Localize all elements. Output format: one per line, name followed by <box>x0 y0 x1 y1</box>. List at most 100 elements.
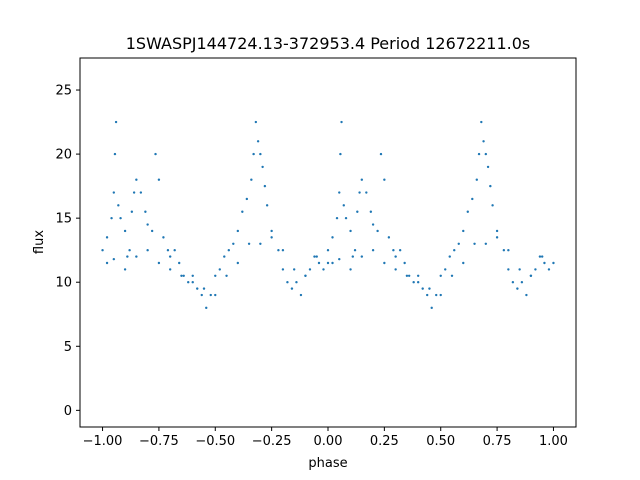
data-point <box>187 281 190 284</box>
data-point <box>444 268 447 271</box>
data-point <box>326 261 330 265</box>
data-point <box>256 140 260 143</box>
data-point <box>516 287 519 290</box>
x-axis-ticks: −1.00 −0.75 −0.50 −0.25 0.00 0.25 0.50 0.75 1.00 <box>83 427 568 449</box>
data-point <box>146 223 149 226</box>
data-point <box>486 165 490 169</box>
data-point <box>495 236 499 239</box>
data-point <box>338 257 341 261</box>
data-point <box>379 152 383 156</box>
data-point <box>383 178 386 181</box>
data-point <box>227 248 230 252</box>
data-point <box>339 152 342 156</box>
x-tick-label: 0.00 <box>314 434 343 449</box>
data-point <box>507 248 510 252</box>
data-point <box>353 248 357 252</box>
data-point <box>304 274 307 278</box>
data-point <box>112 191 116 194</box>
data-point <box>218 268 221 271</box>
y-tick-label: 20 <box>55 148 72 163</box>
data-point <box>232 242 235 245</box>
data-point <box>112 257 116 261</box>
data-point <box>360 178 364 181</box>
data-point <box>394 255 397 258</box>
data-point <box>326 248 330 252</box>
data-point <box>335 216 339 220</box>
data-point <box>491 204 494 207</box>
y-tick-label: 10 <box>55 276 72 291</box>
data-point <box>371 248 375 252</box>
data-point <box>502 248 506 252</box>
data-point <box>315 255 318 258</box>
data-point <box>462 261 465 265</box>
data-point <box>394 268 397 271</box>
data-point <box>426 293 429 297</box>
data-point <box>299 293 303 297</box>
data-point <box>448 255 451 258</box>
data-point <box>495 229 499 233</box>
data-point <box>430 306 433 310</box>
data-point <box>358 191 361 194</box>
data-point <box>507 268 510 271</box>
data-point <box>270 229 273 233</box>
data-point <box>435 293 438 297</box>
x-tick-label: 0.25 <box>370 434 399 449</box>
data-point <box>214 274 217 278</box>
x-tick-label: −0.75 <box>139 434 179 449</box>
data-point <box>547 268 551 271</box>
data-point <box>263 184 267 188</box>
x-tick-label: −0.25 <box>252 434 292 449</box>
data-point <box>482 140 485 143</box>
data-point <box>387 236 391 239</box>
data-point <box>477 152 481 156</box>
data-point <box>342 204 345 207</box>
data-point <box>416 281 420 284</box>
data-point <box>338 191 341 194</box>
data-point <box>178 261 181 265</box>
x-tick-label: −0.50 <box>195 434 235 449</box>
data-point <box>344 216 348 220</box>
data-point <box>475 178 478 181</box>
data-point <box>182 274 185 278</box>
data-point <box>489 184 492 188</box>
data-point <box>270 236 273 239</box>
data-point <box>525 293 528 297</box>
data-point <box>281 268 285 271</box>
data-point <box>484 152 488 156</box>
data-point <box>308 268 312 271</box>
data-point <box>360 255 364 258</box>
data-point <box>261 165 264 169</box>
data-point <box>534 268 537 271</box>
y-axis-label: flux <box>32 230 47 254</box>
data-point <box>292 268 296 271</box>
data-point <box>371 223 375 226</box>
x-tick-label: 0.75 <box>483 434 512 449</box>
data-point <box>114 120 118 124</box>
data-point <box>331 236 334 239</box>
data-point <box>173 248 176 252</box>
y-tick-label: 15 <box>55 212 72 227</box>
data-point <box>252 152 255 156</box>
data-point <box>236 261 240 265</box>
data-point <box>480 120 483 124</box>
data-point <box>313 255 316 258</box>
data-point <box>439 274 442 278</box>
data-point <box>245 197 249 201</box>
data-point <box>286 281 289 284</box>
y-tick-label: 0 <box>64 404 72 419</box>
data-point <box>132 191 136 194</box>
data-point <box>168 255 172 258</box>
data-point <box>295 281 298 284</box>
data-point <box>223 255 226 258</box>
data-point <box>511 281 515 284</box>
y-tick-label: 25 <box>55 84 72 99</box>
data-point <box>356 210 359 213</box>
data-point <box>322 268 325 271</box>
y-tick-label: 5 <box>64 340 72 355</box>
data-point <box>200 293 203 297</box>
x-tick-label: 1.00 <box>539 434 568 449</box>
data-point <box>331 261 334 265</box>
data-point <box>453 248 456 252</box>
